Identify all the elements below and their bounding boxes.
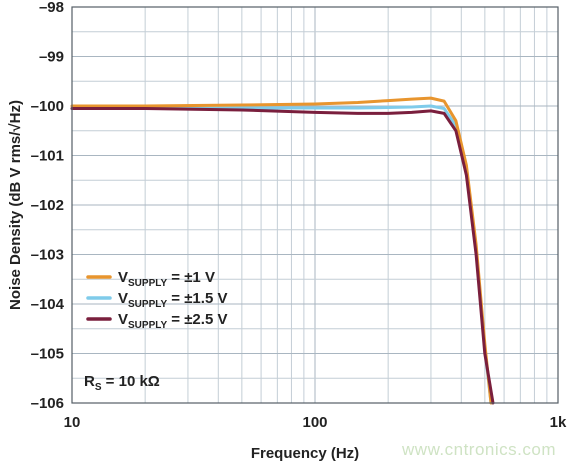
x-tick-label: 10 xyxy=(64,414,81,431)
legend-label: VSUPPLY = ±1 V xyxy=(118,269,215,289)
x-axis-label: Frequency (Hz) xyxy=(251,445,359,462)
rs-label: RS = 10 kΩ xyxy=(84,373,160,393)
y-tick-label: –102 xyxy=(31,197,64,214)
series-line-1 xyxy=(70,96,493,405)
x-tick-label: 100 xyxy=(302,414,327,431)
y-tick-label: –100 xyxy=(31,98,64,115)
x-tick-labels: 10 100 1k xyxy=(64,414,567,431)
y-tick-label: –104 xyxy=(31,296,65,313)
rs-annotation: RS = 10 kΩ xyxy=(84,373,160,393)
x-tick-label: 1k xyxy=(550,414,567,431)
y-tick-label: –101 xyxy=(31,148,64,165)
series-lines xyxy=(70,96,495,405)
y-tick-label: –99 xyxy=(39,49,64,66)
watermark: www.cntronics.com xyxy=(402,440,556,459)
y-tick-labels: –98 –99 –100 –101 –102 –103 –104 –105 –106 xyxy=(31,0,65,412)
y-tick-label: –105 xyxy=(31,346,64,363)
series-line-3 xyxy=(70,107,495,405)
y-tick-label: –103 xyxy=(31,247,64,264)
y-tick-label: –106 xyxy=(31,395,64,412)
y-tick-label: –98 xyxy=(39,0,64,16)
plot-border xyxy=(71,6,559,404)
y-axis-label: Noise Density (dB V rms/√Hz) xyxy=(7,100,24,310)
plot-frame xyxy=(71,6,559,404)
legend-label: VSUPPLY = ±1.5 V xyxy=(118,290,227,310)
legend-label: VSUPPLY = ±2.5 V xyxy=(118,311,227,331)
